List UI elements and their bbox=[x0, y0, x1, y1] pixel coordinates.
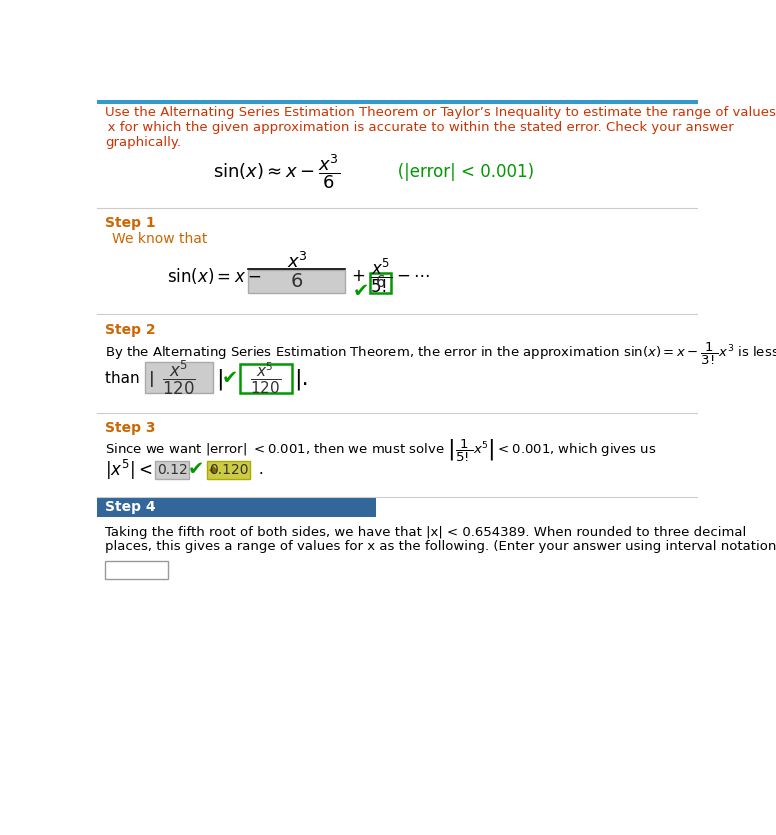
Text: Step 2: Step 2 bbox=[105, 323, 155, 337]
Bar bbox=[241, 363, 292, 392]
Text: ✔: ✔ bbox=[188, 460, 204, 479]
Text: $\sin(x) = x - $: $\sin(x) = x - $ bbox=[167, 266, 261, 286]
Text: places, this gives a range of values for x as the following. (Enter your answer : places, this gives a range of values for… bbox=[105, 540, 776, 553]
Bar bbox=[370, 273, 392, 293]
Text: Since we want |error| $< 0.001$, then we must solve $\left|\dfrac{1}{5!}x^5\righ: Since we want |error| $< 0.001$, then we… bbox=[105, 438, 656, 464]
Bar bbox=[105, 560, 168, 579]
Text: 0.120: 0.120 bbox=[209, 463, 248, 477]
Text: |: | bbox=[217, 368, 224, 390]
Text: x for which the given approximation is accurate to within the stated error. Chec: x for which the given approximation is a… bbox=[105, 121, 733, 134]
Text: 6: 6 bbox=[376, 276, 386, 291]
Text: $+\ \dfrac{x^5}{5!} - \cdots$: $+\ \dfrac{x^5}{5!} - \cdots$ bbox=[352, 256, 430, 295]
Text: than  |: than | bbox=[105, 371, 154, 387]
Text: Step 3: Step 3 bbox=[105, 422, 155, 435]
Bar bbox=[207, 461, 251, 479]
Text: graphically.: graphically. bbox=[105, 135, 181, 149]
Text: $|x^5| < $: $|x^5| < $ bbox=[105, 458, 152, 482]
Text: $x^3$: $x^3$ bbox=[286, 252, 307, 272]
Text: (|error| < 0.001): (|error| < 0.001) bbox=[383, 163, 535, 181]
Text: ✔: ✔ bbox=[352, 281, 369, 301]
Text: Taking the fifth root of both sides, we have that |x| < 0.654389. When rounded t: Taking the fifth root of both sides, we … bbox=[105, 526, 746, 539]
Text: By the Alternating Series Estimation Theorem, the error in the approximation $\s: By the Alternating Series Estimation The… bbox=[105, 341, 776, 367]
Text: $\sin(x) \approx x - \dfrac{x^3}{6}$: $\sin(x) \approx x - \dfrac{x^3}{6}$ bbox=[213, 153, 341, 191]
Text: 6: 6 bbox=[291, 271, 303, 291]
Text: 0.12: 0.12 bbox=[157, 463, 188, 477]
Text: $\dfrac{x^5}{120}$: $\dfrac{x^5}{120}$ bbox=[251, 361, 282, 396]
Text: ◆: ◆ bbox=[209, 465, 217, 475]
Text: Use the Alternating Series Estimation Theorem or Taylor’s Inequality to estimate: Use the Alternating Series Estimation Th… bbox=[105, 106, 776, 119]
Bar bbox=[97, 497, 376, 517]
Bar bbox=[155, 461, 189, 479]
Text: $\dfrac{x^5}{120}$: $\dfrac{x^5}{120}$ bbox=[162, 358, 196, 397]
Text: |.: |. bbox=[294, 368, 309, 390]
Text: .: . bbox=[254, 463, 263, 478]
Text: Step 4: Step 4 bbox=[105, 500, 155, 514]
Bar bbox=[248, 270, 345, 293]
Bar bbox=[97, 100, 698, 104]
Text: Step 1: Step 1 bbox=[105, 216, 155, 230]
Text: We know that: We know that bbox=[113, 232, 208, 245]
Text: ✔: ✔ bbox=[222, 369, 238, 388]
Bar bbox=[145, 362, 213, 392]
